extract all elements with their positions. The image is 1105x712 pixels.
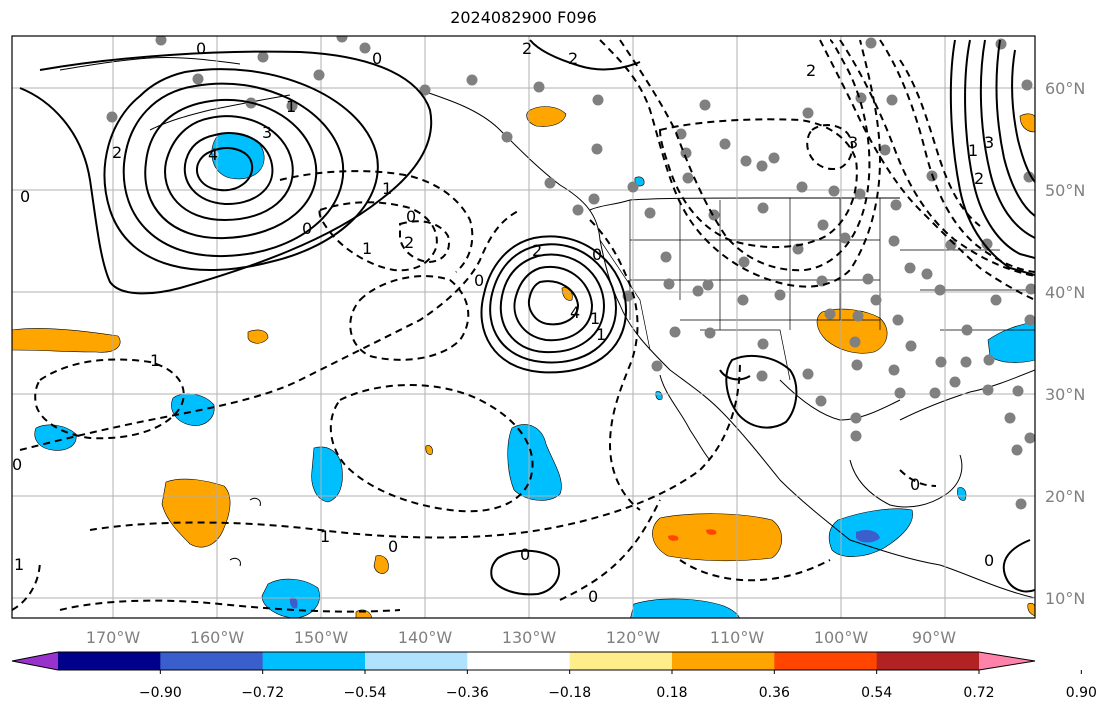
colorbar-tick-label: −0.36 <box>446 685 489 701</box>
contour-label: 2 <box>522 39 532 58</box>
blue-patch-4 <box>507 424 562 501</box>
lon-tick-label: 120°W <box>606 628 661 647</box>
colorbar-segment <box>774 652 878 670</box>
contour-label: 0 <box>196 39 206 58</box>
colorbar-tick-label: 0.18 <box>656 685 687 701</box>
lat-tick-label: 10°N <box>1045 589 1085 608</box>
blue-patch-8 <box>987 321 1035 363</box>
contour-label: 1 <box>14 555 24 574</box>
contour-label: 1 <box>590 309 600 328</box>
orange-patch-1 <box>12 328 121 353</box>
colorbar-segment <box>569 652 673 670</box>
colorbar-extension-low <box>12 652 58 670</box>
contour-label: 0 <box>910 475 920 494</box>
colorbar-tick-label: −0.54 <box>344 685 387 701</box>
colorbar-segment <box>672 652 775 670</box>
contour-label: 3 <box>984 133 994 152</box>
contour-label: 2 <box>974 169 984 188</box>
colorbar-extension-high <box>979 652 1035 670</box>
darkblue-core-2 <box>289 597 298 609</box>
colorbar-tick-label: 0.72 <box>963 685 994 701</box>
contour-label: 1 <box>382 179 392 198</box>
orange-patch-11 <box>1019 113 1035 133</box>
contour-label: 2 <box>404 233 414 252</box>
orange-patch-4 <box>373 555 389 574</box>
lon-tick-label: 150°W <box>294 628 349 647</box>
blue-patch-6 <box>630 598 740 618</box>
contour-label: 0 <box>474 271 484 290</box>
contour-label: 0 <box>302 219 312 238</box>
contour-label: 0 <box>520 545 530 564</box>
contour-label: 4 <box>570 303 580 322</box>
lat-tick-label: 20°N <box>1045 487 1085 506</box>
colorbar-segment <box>160 652 264 670</box>
contour-label: 0 <box>372 49 382 68</box>
colorbar-tick-label: −0.90 <box>139 685 182 701</box>
colorbar: −0.90 −0.72 −0.54 −0.36 −0.18 0.18 0.36 0.54 0.7… <box>11 651 1097 701</box>
lat-tick-label: 50°N <box>1045 181 1085 200</box>
map-frame <box>11 35 1036 619</box>
lon-tick-label: 170°W <box>86 628 141 647</box>
contour-label: 2 <box>568 49 578 68</box>
blue-patch-3 <box>311 446 343 503</box>
lat-tick-label: 60°N <box>1045 79 1085 98</box>
colorbar-tick-label: −0.18 <box>548 685 591 701</box>
orange-patch-5 <box>425 445 433 455</box>
orange-patch-12 <box>1027 602 1035 617</box>
solid-contours <box>19 39 1035 596</box>
lon-tick-label: 130°W <box>502 628 557 647</box>
contour-label: 0 <box>20 187 30 206</box>
lat-tick-label: 30°N <box>1045 385 1085 404</box>
colorbar-tick-label: −0.72 <box>241 685 284 701</box>
colorbar-tick-label: 0.36 <box>759 685 790 701</box>
red-core-1 <box>668 535 679 541</box>
colorbar-outline <box>11 651 1036 671</box>
colorbar-segment <box>467 652 571 670</box>
lon-tick-label: 110°W <box>710 628 765 647</box>
contour-label: 2 <box>532 241 542 260</box>
contour-label: 0 <box>592 245 602 264</box>
orange-patch-9 <box>652 513 783 562</box>
contour-label: 0 <box>406 207 416 226</box>
lon-tick-label: 100°W <box>814 628 869 647</box>
contour-label: 0 <box>984 551 994 570</box>
colorbar-tick-label: 0.90 <box>1066 685 1097 701</box>
lat-tick-label: 40°N <box>1045 283 1085 302</box>
contour-label: 0 <box>588 587 598 606</box>
station-markers <box>106 36 1035 510</box>
colorbar-segment <box>58 652 161 670</box>
latitude-labels: 60°N 50°N 40°N 30°N 20°N 10°N <box>1045 79 1085 608</box>
lon-tick-label: 160°W <box>190 628 245 647</box>
dashed-contours <box>12 39 1035 613</box>
colorbar-segment <box>262 652 366 670</box>
contour-label: 0 <box>12 455 22 474</box>
orange-patch-7 <box>526 106 567 127</box>
contour-label: 0 <box>388 537 398 556</box>
contour-label: 4 <box>208 145 218 164</box>
contour-label: 2 <box>112 143 122 162</box>
lon-tick-label: 90°W <box>912 628 956 647</box>
contour-label: 3 <box>262 123 272 142</box>
contour-label: 1 <box>968 141 978 160</box>
contour-label: 2 <box>806 61 816 80</box>
colorbar-segment <box>365 652 468 670</box>
contour-label: 1 <box>150 351 160 370</box>
contour-label: 3 <box>848 133 858 152</box>
longitude-labels: 170°W 160°W 150°W 140°W 130°W 120°W 110°… <box>86 628 956 647</box>
contour-labels: 0 2 0 2 1 2 3 4 1 0 0 1 2 0 2 3 2 1 3 4 … <box>12 39 994 606</box>
colorbar-tick-label: 0.54 <box>861 685 892 701</box>
contour-label: 1 <box>286 97 296 116</box>
coastlines <box>59 56 1035 599</box>
orange-patch-2 <box>247 329 269 344</box>
colorbar-segment <box>876 652 980 670</box>
map-title: 2024082900 F096 <box>450 8 597 27</box>
contour-label: 1 <box>362 239 372 258</box>
lon-tick-label: 140°W <box>398 628 453 647</box>
red-core-2 <box>706 529 717 535</box>
darkblue-core-1 <box>856 530 880 543</box>
blue-patch-11 <box>957 487 967 501</box>
contour-label: 1 <box>596 325 606 344</box>
contour-label: 1 <box>320 527 330 546</box>
